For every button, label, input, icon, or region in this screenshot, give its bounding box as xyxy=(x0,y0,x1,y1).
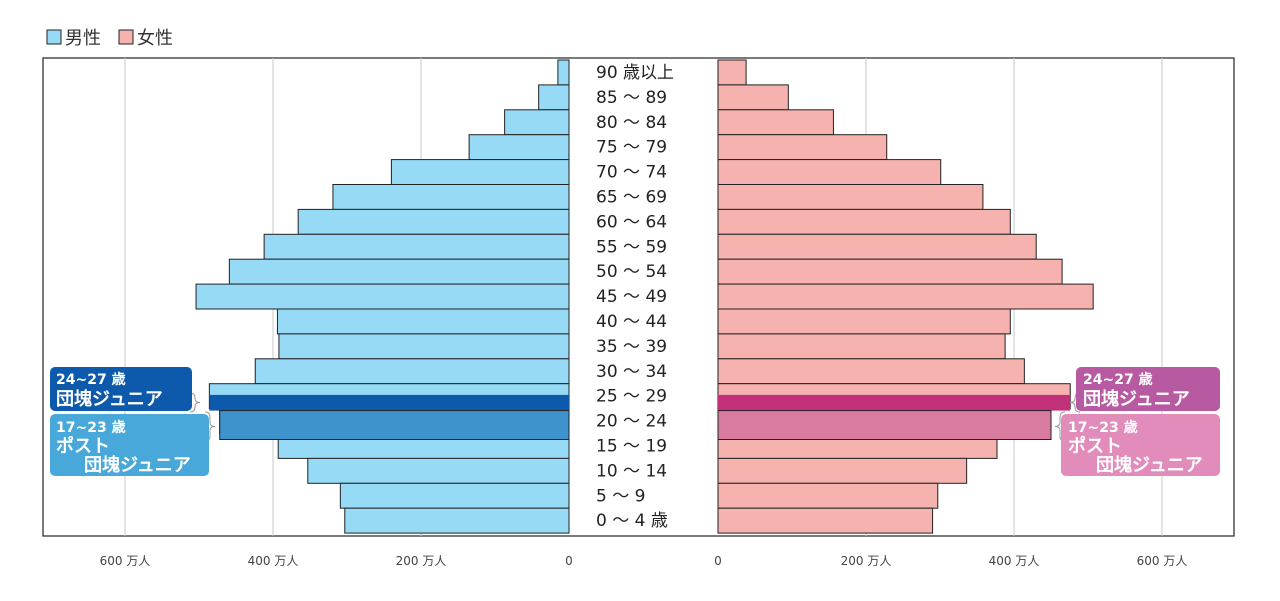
callout-box-0 xyxy=(50,367,192,411)
tick-left-3: 0 xyxy=(565,554,573,568)
bar-male-1 xyxy=(538,84,570,111)
age-label-10: 40 ～ 44 xyxy=(596,312,667,332)
bar-male-8 xyxy=(228,258,570,285)
age-label-11: 35 ～ 39 xyxy=(596,337,667,357)
bar-female-5 xyxy=(717,184,984,210)
highlight-bands xyxy=(209,394,1071,441)
bar-male-0 xyxy=(557,59,570,86)
age-label-1: 85 ～ 89 xyxy=(596,88,667,108)
bar-male-3 xyxy=(468,134,570,161)
x-tick-labels: 600 万人 400 万人 200 万人 0 0 200 万人 400 万人 600 万人 xyxy=(100,554,1188,568)
age-label-8: 50 ～ 54 xyxy=(596,262,667,282)
tick-left-0: 600 万人 xyxy=(100,554,151,568)
callout-box-2 xyxy=(1076,367,1220,411)
tick-right-0: 0 xyxy=(714,554,722,568)
tick-left-2: 200 万人 xyxy=(396,554,447,568)
bar-female-11 xyxy=(717,333,1006,360)
bar-female-18 xyxy=(717,507,934,534)
callout-text-1-0: 17~23 歳 xyxy=(56,419,126,436)
bar-female-3 xyxy=(717,134,888,161)
bar-female-1 xyxy=(717,84,789,111)
legend: 男性 女性 xyxy=(46,28,173,49)
bracket xyxy=(189,392,201,413)
bar-male-9 xyxy=(195,283,570,310)
age-label-0: 90 歳以上 xyxy=(596,63,674,83)
bar-male-7 xyxy=(263,233,570,260)
callout-text-1-1: ポスト xyxy=(56,435,110,457)
age-labels: 90 歳以上 85 ～ 89 80 ～ 84 75 ～ 79 70 ～ 74 65 ～ 6… xyxy=(596,63,674,531)
age-label-12: 30 ～ 34 xyxy=(596,362,667,382)
age-label-17: 5 ～ 9 xyxy=(596,486,645,506)
bar-female-4 xyxy=(717,159,942,186)
tick-right-1: 200 万人 xyxy=(841,554,892,568)
callout-text-3-2: 団塊ジュニア xyxy=(1096,454,1203,476)
age-label-6: 60 ～ 64 xyxy=(596,212,667,232)
bar-female-12 xyxy=(717,358,1025,385)
callout-text-3-0: 17~23 歳 xyxy=(1068,419,1138,436)
bar-male-4 xyxy=(390,159,570,186)
bracket xyxy=(204,411,216,442)
callout-box-3 xyxy=(1061,414,1220,476)
bar-female-17 xyxy=(717,482,939,509)
highlight-female-24-27 xyxy=(718,394,1071,411)
tick-left-1: 400 万人 xyxy=(248,554,299,568)
callout-text-2-1: 団塊ジュニア xyxy=(1083,388,1190,410)
bracket xyxy=(1054,411,1066,442)
bar-male-6 xyxy=(297,208,570,235)
callout-box-1 xyxy=(50,414,209,476)
bar-female-9 xyxy=(717,283,1094,310)
callout-text-2-0: 24~27 歳 xyxy=(1083,371,1153,388)
callout-text-0-0: 24~27 歳 xyxy=(56,371,126,388)
tick-right-3: 600 万人 xyxy=(1137,554,1188,568)
age-label-13: 25 ～ 29 xyxy=(596,387,667,407)
legend-label-female: 女性 xyxy=(137,28,173,49)
legend-label-male: 男性 xyxy=(65,28,101,49)
legend-swatch-female xyxy=(118,29,134,45)
bar-female-6 xyxy=(717,208,1011,235)
bar-female-2 xyxy=(717,109,834,136)
age-label-3: 75 ～ 79 xyxy=(596,138,667,158)
callout-text-3-1: ポスト xyxy=(1068,435,1122,457)
bar-male-10 xyxy=(276,308,570,335)
highlight-male-24-27 xyxy=(209,394,570,411)
callout-text-1-2: 団塊ジュニア xyxy=(84,454,191,476)
age-label-14: 20 ～ 24 xyxy=(596,412,667,432)
bar-male-17 xyxy=(339,482,570,509)
age-label-15: 15 ～ 19 xyxy=(596,437,667,457)
bar-female-8 xyxy=(717,258,1063,285)
bar-female-10 xyxy=(717,308,1011,335)
bar-male-12 xyxy=(254,358,570,385)
bar-female-7 xyxy=(717,233,1037,260)
age-label-9: 45 ～ 49 xyxy=(596,287,667,307)
highlight-male-17-23 xyxy=(219,410,570,441)
age-label-4: 70 ～ 74 xyxy=(596,163,667,183)
highlight-female-17-23 xyxy=(717,410,1052,441)
bar-male-5 xyxy=(332,184,570,210)
bar-female-16 xyxy=(717,457,968,484)
bar-male-11 xyxy=(278,333,570,360)
callout-text-0-1: 団塊ジュニア xyxy=(56,388,163,410)
age-label-18: 0 ～ 4 歳 xyxy=(596,511,668,531)
bar-male-16 xyxy=(307,457,570,484)
age-label-5: 65 ～ 69 xyxy=(596,188,667,208)
age-label-7: 55 ～ 59 xyxy=(596,237,667,257)
bar-female-0 xyxy=(717,59,747,86)
bar-male-2 xyxy=(504,109,570,136)
age-label-2: 80 ～ 84 xyxy=(596,113,667,133)
legend-swatch-male xyxy=(46,29,62,45)
age-label-16: 10 ～ 14 xyxy=(596,461,667,481)
tick-right-2: 400 万人 xyxy=(989,554,1040,568)
bracket xyxy=(1069,392,1081,413)
bar-male-18 xyxy=(344,507,570,534)
